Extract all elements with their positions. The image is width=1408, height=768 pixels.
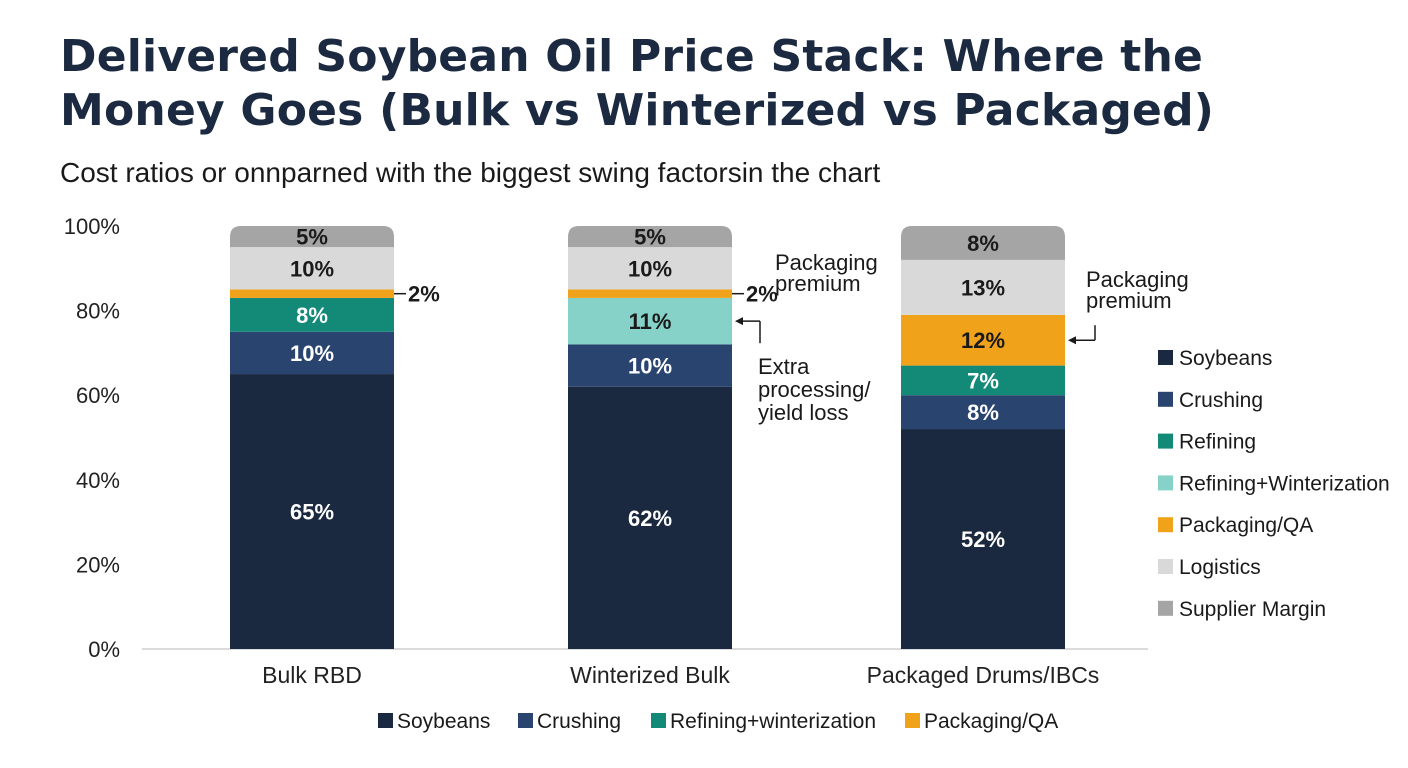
bar-segment [230, 374, 394, 649]
legend-swatch [1158, 600, 1173, 616]
bar-segment [568, 289, 732, 298]
bar-segment [568, 344, 732, 387]
legend-swatch [905, 713, 920, 728]
data-label: 10% [290, 256, 334, 281]
bar-segment [230, 226, 394, 248]
bar-segment [230, 289, 394, 298]
y-tick-label: 20% [76, 552, 120, 577]
legend-swatch [1158, 559, 1173, 574]
y-tick-label: 60% [76, 383, 120, 408]
data-label: 52% [961, 527, 1005, 552]
data-label: 7% [967, 368, 999, 393]
legend-swatch [1158, 475, 1173, 491]
legend-label: Packaging/QA [924, 710, 1058, 733]
legend-label: Refining+Winterization [1179, 472, 1390, 495]
chart-subtitle: Cost ratios or onnparned with the bigges… [60, 157, 881, 188]
annotation-text: Extra [758, 354, 810, 379]
bar-segment [901, 395, 1065, 430]
legend-label: Crushing [1179, 389, 1263, 412]
legend-swatch [378, 713, 393, 728]
bar-segment [568, 226, 732, 248]
y-tick-label: 0% [88, 637, 120, 662]
legend-swatch [1158, 433, 1173, 449]
legend-swatch [518, 713, 533, 728]
bar-segment [901, 429, 1065, 649]
annotation-text: Packaging [1086, 267, 1189, 292]
legend-swatch [1158, 350, 1173, 365]
bar-segment [568, 297, 732, 345]
data-label: 10% [290, 341, 334, 366]
legend-label: Soybeans [397, 710, 490, 733]
y-tick-label: 80% [76, 299, 120, 324]
annotation-text: Packaging [775, 250, 878, 275]
data-label: 62% [628, 506, 672, 531]
data-label: 2% [408, 282, 440, 307]
annotation-arrowhead [735, 317, 743, 326]
data-label: 11% [629, 309, 672, 334]
data-label: 8% [967, 400, 999, 425]
bar-segment [230, 331, 394, 375]
annotation-text: premium [1086, 288, 1172, 313]
annotation-text: processing/ [758, 377, 871, 402]
legend-label: Refining+winterization [670, 710, 876, 733]
data-label: 5% [634, 225, 666, 250]
y-tick-label: 40% [76, 468, 120, 493]
bar-segment [901, 226, 1065, 260]
chart-title: Delivered Soybean Oil Price Stack: Where… [60, 31, 1215, 136]
data-label: 65% [290, 500, 334, 525]
data-label: 13% [961, 275, 1005, 300]
legend-label: Soybeans [1179, 347, 1272, 370]
bar-segment [901, 259, 1065, 315]
legend-label: Supplier Margin [1179, 598, 1326, 621]
data-label: 12% [961, 328, 1005, 353]
bar-segment [230, 247, 394, 290]
x-category-label: Winterized Bulk [570, 662, 730, 688]
data-label: 10% [628, 354, 672, 379]
data-label: 5% [296, 225, 328, 250]
legend-label: Refining [1179, 431, 1256, 454]
legend-swatch [1158, 517, 1173, 533]
legend-label: Logistics [1179, 556, 1261, 579]
data-label: 8% [967, 231, 999, 256]
x-category-label: Bulk RBD [262, 662, 362, 688]
bar-segment [901, 314, 1065, 366]
legend-swatch [651, 713, 666, 728]
bar-segment [230, 297, 394, 332]
legend-swatch [1158, 391, 1173, 407]
legend-label: Crushing [537, 710, 621, 733]
annotation-arrowhead [1068, 336, 1076, 345]
bar-segment [568, 247, 732, 290]
bar-segment [568, 386, 732, 649]
y-tick-label: 100% [64, 214, 120, 239]
annotation-text: yield loss [758, 400, 848, 425]
data-label: 8% [296, 303, 328, 328]
annotation-text: premium [775, 271, 861, 296]
data-label: 10% [628, 256, 672, 281]
x-category-label: Packaged Drums/IBCs [867, 662, 1100, 688]
legend-label: Packaging/QA [1179, 514, 1313, 537]
bar-segment [901, 365, 1065, 396]
data-label: 2% [746, 282, 778, 307]
